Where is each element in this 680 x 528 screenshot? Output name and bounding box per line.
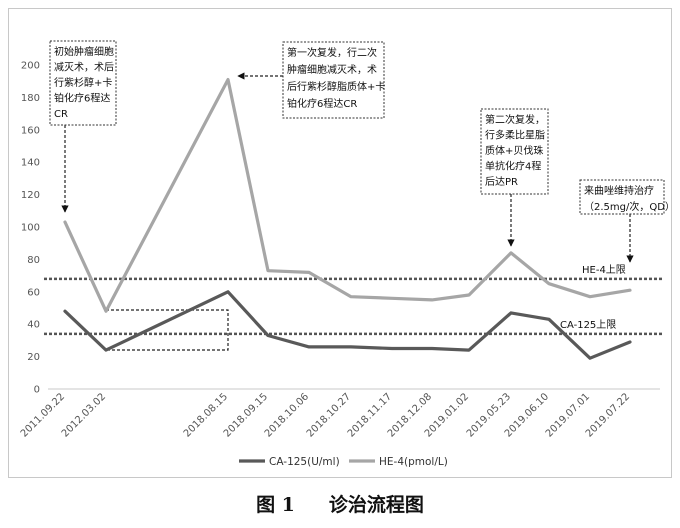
phase-bracket [106, 309, 229, 351]
series-line-he4 [63, 77, 632, 313]
annotation-text: 质体+贝伐珠 [485, 144, 543, 157]
annotation-text: 行紫杉醇+卡 [54, 76, 112, 89]
annotation-box [579, 179, 665, 215]
annotation-text: 单抗化疗4程 [485, 160, 541, 173]
legend-label: CA-125(U/ml) [269, 456, 340, 468]
annotation-text: 来曲唑维持治疗 [584, 184, 654, 197]
annotation-box [282, 41, 385, 119]
annotation-box [49, 40, 117, 126]
x-tick-label: 2012.03.02 [60, 391, 108, 439]
annotation-text: 铂化疗6程达 [54, 92, 110, 105]
annotation-text: 肿瘤细胞减灭术，术 [287, 63, 377, 76]
y-tick-label: 140 [21, 158, 40, 169]
annotation-text: 后达PR [485, 176, 518, 188]
series-lines [63, 77, 632, 360]
y-tick-label: 20 [27, 352, 40, 363]
annotation-text: 铂化疗6程达CR [287, 97, 357, 110]
annotation-text: 行多柔比星脂 [485, 129, 545, 142]
annotation-text: 后行紫杉醇脂质体+卡 [287, 80, 385, 93]
x-tick-label: 2018.10.06 [263, 391, 311, 439]
annotation-text: 初始肿瘤细胞 [54, 45, 114, 58]
y-tick-label: 180 [21, 93, 40, 104]
y-tick-label: 200 [21, 61, 40, 72]
line-chart: 0204060801001201401601802002011.09.22201… [19, 40, 675, 468]
y-tick-label: 40 [27, 320, 40, 331]
legend-label: HE-4(pmol/L) [379, 456, 448, 468]
figure-caption: 图 1 诊治流程图 [0, 490, 680, 517]
y-tick-label: 80 [27, 255, 40, 266]
annotation-text: 第二次复发， [485, 113, 545, 126]
annotation-box [480, 108, 549, 195]
figure-title: 诊治流程图 [328, 494, 424, 516]
annotation-text: 第一次复发，行二次 [287, 46, 377, 59]
y-tick-label: 60 [27, 287, 40, 298]
chart-frame [8, 8, 672, 478]
annotation-text: 减灭术，术后 [54, 62, 114, 74]
threshold-label: CA-125上限 [560, 319, 616, 331]
y-tick-label: 160 [21, 125, 40, 136]
annotations: 初始肿瘤细胞减灭术，术后行紫杉醇+卡铂化疗6程达CR第一次复发，行二次肿瘤细胞减… [49, 40, 675, 351]
series-line-ca125 [63, 290, 632, 360]
y-tick-label: 100 [21, 223, 40, 234]
threshold-label: HE-4上限 [582, 264, 626, 276]
annotation-text: （2.5mg/次，QD） [584, 200, 675, 213]
y-tick-label: 120 [21, 190, 40, 201]
figure-number: 图 1 [256, 494, 295, 516]
threshold-lines: HE-4上限 CA-125上限 [44, 264, 664, 336]
y-tick-label: 0 [34, 385, 40, 396]
legend: CA-125(U/ml) HE-4(pmol/L) [239, 456, 448, 468]
annotation-text: CR [54, 109, 68, 120]
